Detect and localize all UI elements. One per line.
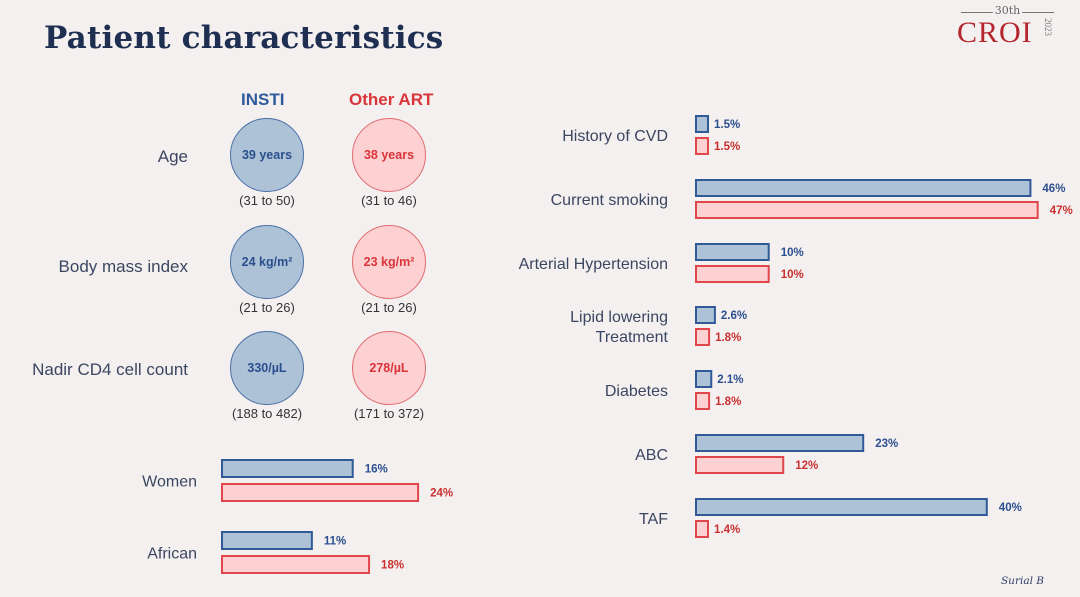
insti-value-label: 2.6% xyxy=(721,310,747,322)
insti-bar xyxy=(695,115,709,133)
other-art-value-label: 18% xyxy=(381,560,404,572)
insti-cd4-range: (188 to 482) xyxy=(231,406,303,421)
page-title: Patient characteristics xyxy=(44,20,444,56)
insti-cd4-circle: 330/µL xyxy=(230,331,304,405)
other-art-value-label: 1.5% xyxy=(714,141,740,153)
other-art-bar xyxy=(695,265,770,283)
insti-bar xyxy=(695,179,1032,197)
category-label: African xyxy=(147,546,197,563)
category-label: Diabetes xyxy=(605,383,668,400)
insti-value-label: 2.1% xyxy=(717,374,743,386)
row-label-age: Age xyxy=(157,147,188,166)
insti-age-range: (31 to 50) xyxy=(239,193,295,208)
other-art-bar xyxy=(221,555,371,574)
insti-value-label: 10% xyxy=(781,247,804,259)
insti-value-label: 16% xyxy=(365,464,388,476)
insti-header: INSTI xyxy=(241,90,285,109)
other-art-bar xyxy=(695,520,709,538)
category-label: Women xyxy=(142,474,197,491)
other-art-value-label: 12% xyxy=(795,460,818,472)
insti-value-label: 1.5% xyxy=(714,119,740,131)
other-art-header: Other ART xyxy=(349,90,434,109)
insti-bmi-range: (21 to 26) xyxy=(239,300,295,315)
other-art-bar xyxy=(695,392,711,410)
insti-value-label: 23% xyxy=(875,438,898,450)
other-art-bar xyxy=(695,328,711,346)
croi-logo: 30th CROI 2023 xyxy=(955,4,1060,50)
other-age-range: (31 to 46) xyxy=(361,193,417,208)
other-art-bar xyxy=(695,137,709,155)
insti-bar xyxy=(695,434,865,452)
other-art-bar xyxy=(695,201,1039,219)
insti-age-circle: 39 years xyxy=(230,118,304,192)
insti-value-label: 46% xyxy=(1042,183,1065,195)
other-art-value-label: 10% xyxy=(781,269,804,281)
other-art-value-label: 24% xyxy=(430,488,453,500)
category-label: Arterial Hypertension xyxy=(519,256,668,273)
insti-bar xyxy=(695,498,988,516)
other-age-circle: 38 years xyxy=(352,118,426,192)
other-bmi-range: (21 to 26) xyxy=(361,300,417,315)
other-bmi-circle: 23 kg/m² xyxy=(352,225,426,299)
insti-value-label: 40% xyxy=(999,502,1022,514)
insti-value-label: 11% xyxy=(324,536,346,548)
insti-bar xyxy=(695,243,770,261)
other-art-value-label: 1.4% xyxy=(714,524,740,536)
insti-bar xyxy=(221,459,354,478)
row-label-cd4: Nadir CD4 cell count xyxy=(32,360,188,379)
other-cd4-range: (171 to 372) xyxy=(353,406,425,421)
logo-year: 2023 xyxy=(1043,18,1053,36)
other-art-value-label: 47% xyxy=(1050,205,1073,217)
insti-bar xyxy=(695,306,716,324)
category-label: Lipid lowering Treatment xyxy=(570,309,668,346)
logo-name: CROI xyxy=(957,16,1033,49)
category-label: History of CVD xyxy=(562,128,668,145)
other-art-bar xyxy=(695,456,785,474)
other-cd4-circle: 278/µL xyxy=(352,331,426,405)
author-credit: Surial B xyxy=(1000,575,1044,587)
insti-bmi-circle: 24 kg/m² xyxy=(230,225,304,299)
category-label: Current smoking xyxy=(551,192,668,209)
insti-bar xyxy=(695,370,713,388)
other-art-value-label: 1.8% xyxy=(715,332,741,344)
other-art-value-label: 1.8% xyxy=(715,396,741,408)
category-label: TAF xyxy=(639,511,668,528)
row-label-bmi: Body mass index xyxy=(58,257,188,276)
other-art-bar xyxy=(221,483,420,502)
insti-bar xyxy=(221,531,313,550)
logo-ordinal: 30th xyxy=(955,4,1060,17)
category-label: ABC xyxy=(635,447,668,464)
